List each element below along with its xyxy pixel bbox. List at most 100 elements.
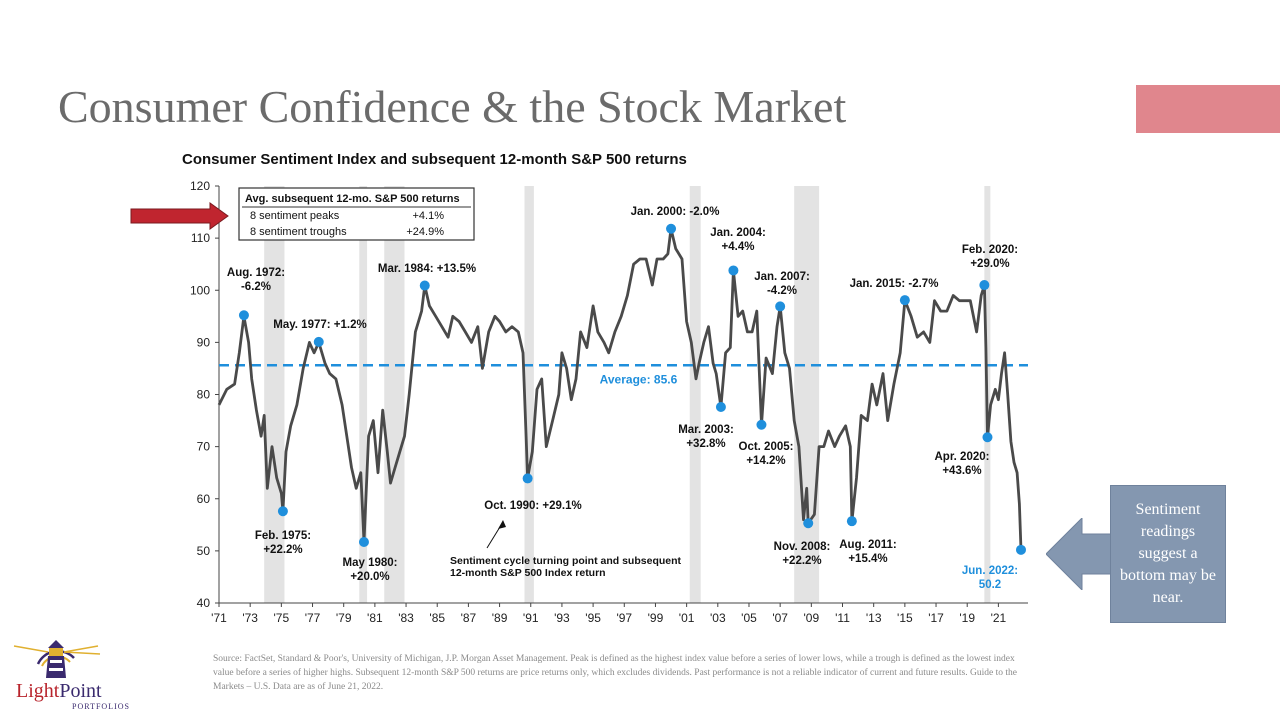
annotation-label: +15.4% [848,553,887,565]
turning-point [846,516,857,527]
annotation-label: +32.8% [686,438,725,450]
y-tick-label: 110 [191,231,210,245]
legend-table-header: Avg. subsequent 12-mo. S&P 500 returns [245,193,460,205]
turning-point [358,537,369,548]
source-note: Source: FactSet, Standard & Poor's, Univ… [213,654,1017,692]
annotation-label: Jun. 2022: [962,565,1018,577]
annotation-label: -4.2% [767,285,797,297]
x-tick-label: '85 [429,611,445,625]
y-tick-label: 40 [197,596,211,610]
x-tick-label: '75 [274,611,290,625]
annotation-label: 50.2 [979,579,1001,591]
annotation-label: Oct. 1990: +29.1% [484,500,582,512]
turning-point [982,432,993,443]
annotation-label: Aug. 2011: [839,539,897,551]
annotation-label: Apr. 2020: [935,451,990,463]
x-tick-label: '13 [866,611,882,625]
x-tick-label: '03 [710,611,726,625]
turning-point [666,223,677,234]
annotation-label: Jan. 2000: -2.0% [631,206,720,218]
note-arrowhead-icon [498,520,506,529]
recession-band [794,186,820,603]
red-arrow-icon [130,202,229,230]
logo-wordmark: LightPoint [16,680,102,703]
x-tick-label: '99 [648,611,664,625]
legend-row-value: +24.9% [406,226,444,238]
recession-band [359,186,368,603]
legend-row-value: +4.1% [413,210,445,222]
turning-point [1015,544,1026,555]
x-tick-label: '05 [741,611,757,625]
annotation-label: Nov. 2008: [774,541,831,553]
sentiment-callout: Sentiment readings suggest a bottom may … [1110,485,1226,623]
annotation-label: Jan. 2015: -2.7% [850,278,939,290]
annotation-label: +20.0% [350,571,389,583]
sentiment-line [217,227,1023,550]
y-tick-label: 100 [190,283,210,297]
legend-row-label: 8 sentiment peaks [250,210,340,222]
y-tick-label: 70 [197,440,211,454]
x-tick-label: '73 [242,611,258,625]
logo-word-first: Light [16,680,60,702]
recession-band [524,186,534,603]
turning-point [419,280,430,291]
annotation-label: May. 1977: +1.2% [273,319,366,331]
y-tick-label: 50 [197,544,211,558]
legend-row-label: 8 sentiment troughs [250,226,347,238]
x-tick-label: '97 [616,611,632,625]
logo-subtitle: PORTFOLIOS [72,702,130,711]
annotation-label: Jan. 2004: [710,227,766,239]
annotation-label: +14.2% [746,455,785,467]
turning-point [313,336,324,347]
turning-point [979,280,990,291]
annotation-label: -6.2% [241,281,271,293]
x-tick-label: '93 [554,611,570,625]
chart-title: Consumer Sentiment Index and subsequent … [182,151,687,168]
turning-point [756,419,767,430]
annotation-label: +22.2% [782,555,821,567]
annotation-label: Mar. 2003: [678,424,734,436]
x-tick-label: '19 [959,611,975,625]
x-tick-label: '11 [835,611,850,625]
annotation-label: Feb. 2020: [962,244,1018,256]
turning-point [899,295,910,306]
callout-arrow-icon [1046,518,1112,590]
annotation-label: +4.4% [722,241,755,253]
x-tick-label: '79 [336,611,352,625]
average-label: Average: 85.6 [600,372,678,386]
turning-point [803,518,814,529]
x-tick-label: '17 [928,611,944,625]
turning-point [728,265,739,276]
recession-band [264,186,285,603]
x-tick-label: '77 [305,611,321,625]
turning-point [715,402,726,413]
x-tick-label: '89 [492,611,508,625]
annotation-label: +29.0% [970,258,1009,270]
callout-text: Sentiment readings suggest a bottom may … [1120,501,1216,606]
annotation-label: +22.2% [263,544,302,556]
recession-band [384,186,405,603]
y-tick-label: 90 [197,335,211,349]
x-tick-label: '09 [804,611,820,625]
turning-point [775,301,786,312]
lighthouse-logo-icon [13,640,101,678]
annotation-label: Feb. 1975: [255,530,311,542]
y-tick-label: 120 [190,179,210,193]
turning-point-note: 12-month S&P 500 Index return [450,567,606,579]
y-tick-label: 80 [197,388,211,402]
x-tick-label: '71 [211,611,227,625]
slide-title: Consumer Confidence & the Stock Market [58,81,847,132]
x-tick-label: '95 [585,611,601,625]
annotation-label: Oct. 2005: [739,441,794,453]
annotation-label: +43.6% [942,465,981,477]
turning-point [522,473,533,484]
annotation-label: Mar. 1984: +13.5% [378,263,476,275]
recession-band [689,186,701,603]
x-tick-label: '21 [991,611,1007,625]
turning-point-note: Sentiment cycle turning point and subseq… [450,555,682,567]
x-tick-label: '83 [398,611,414,625]
turning-point [238,310,249,321]
legend-table-box [238,187,475,241]
y-tick-label: 60 [197,492,211,506]
